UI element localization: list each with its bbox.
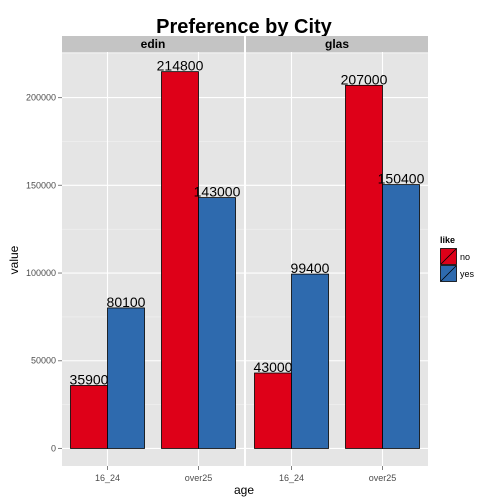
data-label: 99400 — [291, 260, 330, 276]
x-tick-label: 16_24 — [95, 473, 120, 483]
data-label: 80100 — [107, 294, 146, 310]
facet-strip — [246, 36, 428, 52]
y-tick-label: 100000 — [26, 268, 56, 278]
data-label: 150400 — [378, 171, 425, 187]
legend-label: yes — [460, 269, 475, 279]
data-label: 214800 — [157, 58, 204, 74]
legend-item-yes: yes — [440, 265, 475, 282]
data-label: 207000 — [341, 71, 388, 87]
data-label: 35900 — [70, 371, 109, 387]
data-label: 43000 — [254, 359, 293, 375]
legend-title: like — [440, 235, 455, 245]
facet-strip-label: edin — [141, 37, 166, 51]
facet-strip — [62, 36, 244, 52]
legend: like no yes — [440, 235, 475, 282]
legend-label: no — [460, 252, 470, 262]
chart-title: Preference by City — [156, 16, 333, 38]
y-tick-label: 200000 — [26, 93, 56, 103]
x-tick-label: 16_24 — [279, 473, 304, 483]
y-tick-label: 150000 — [26, 180, 56, 190]
legend-item-no: no — [440, 248, 470, 265]
legend-key-slash — [440, 248, 457, 265]
bar-glas-over25-yes — [382, 184, 420, 449]
facet-strip-label: glas — [325, 37, 349, 51]
x-tick-label: over25 — [369, 473, 397, 483]
facet-panel-glas: glas 43000 207000 99400 150400 16_24 over25 — [246, 36, 428, 483]
y-axis-title: value — [7, 245, 21, 274]
y-tick-label: 0 — [51, 443, 56, 453]
data-label: 143000 — [194, 184, 241, 200]
x-tick-label: over25 — [185, 473, 213, 483]
facet-panel-edin: edin 35900 214800 80100 143000 16_24 over25 — [62, 36, 244, 483]
bar-glas-16_24-yes — [291, 273, 329, 449]
bar-edin-16_24-no — [70, 385, 108, 449]
x-axis-title: age — [234, 483, 254, 497]
y-axis: 0 50000 100000 150000 200000 — [26, 93, 62, 453]
bar-glas-16_24-no — [254, 372, 292, 449]
legend-key-slash — [440, 265, 457, 282]
bar-edin-over25-no — [161, 71, 199, 449]
bar-glas-over25-no — [345, 84, 383, 449]
bar-edin-over25-yes — [198, 197, 236, 449]
bar-edin-16_24-yes — [107, 307, 145, 449]
y-tick-label: 50000 — [31, 356, 56, 366]
